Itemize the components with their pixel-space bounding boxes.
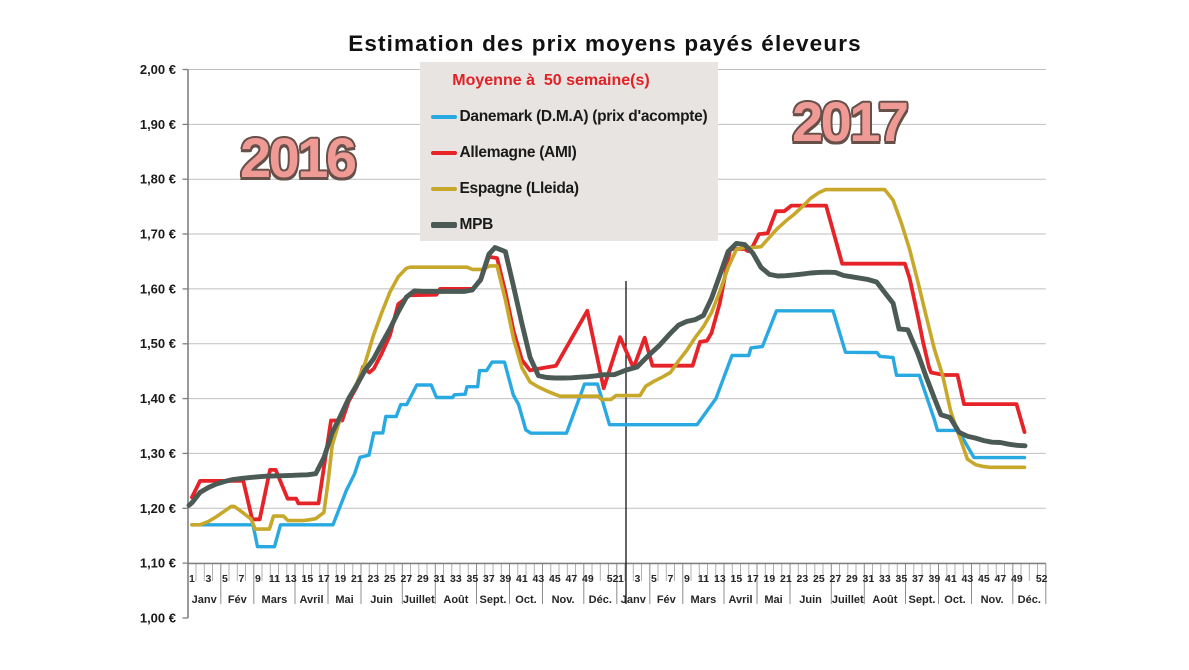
svg-text:52: 52 [1036,573,1048,585]
svg-text:49: 49 [1011,573,1023,585]
svg-text:Fév: Fév [228,594,248,606]
svg-text:35: 35 [467,573,479,585]
svg-text:33: 33 [450,573,462,585]
svg-text:Mars: Mars [262,594,288,606]
svg-text:13: 13 [285,573,297,585]
svg-text:19: 19 [764,573,776,585]
svg-text:45: 45 [978,573,990,585]
svg-text:Sept.: Sept. [909,594,936,606]
svg-text:19: 19 [335,573,347,585]
svg-text:Juillet: Juillet [403,594,435,606]
svg-text:47: 47 [566,573,578,585]
svg-text:Avril: Avril [728,594,752,606]
svg-text:43: 43 [962,573,974,585]
svg-text:21: 21 [780,573,792,585]
svg-text:39: 39 [500,573,512,585]
svg-text:37: 37 [912,573,924,585]
svg-text:Juillet: Juillet [832,594,864,606]
svg-text:3: 3 [634,573,640,585]
svg-text:Mars: Mars [691,594,717,606]
svg-text:31: 31 [434,573,446,585]
svg-text:41: 41 [516,573,528,585]
svg-text:Nov.: Nov. [552,594,575,606]
svg-text:1,70 €: 1,70 € [140,227,176,242]
svg-text:Oct.: Oct. [515,594,536,606]
svg-text:49: 49 [582,573,594,585]
svg-text:7: 7 [667,573,673,585]
svg-text:45: 45 [549,573,561,585]
svg-text:9: 9 [255,573,261,585]
svg-text:37: 37 [483,573,495,585]
svg-text:Août: Août [872,594,897,606]
svg-text:Oct.: Oct. [944,594,965,606]
svg-text:21: 21 [351,573,363,585]
svg-text:41: 41 [945,573,957,585]
svg-text:5: 5 [651,573,657,585]
svg-text:27: 27 [401,573,413,585]
svg-text:Juin: Juin [799,594,822,606]
svg-text:Fév: Fév [657,594,677,606]
svg-text:33: 33 [879,573,891,585]
svg-text:27: 27 [830,573,842,585]
svg-text:Janv: Janv [621,594,647,606]
svg-text:1,80 €: 1,80 € [140,172,176,187]
svg-text:1: 1 [189,573,195,585]
svg-text:39: 39 [929,573,941,585]
svg-text:15: 15 [731,573,743,585]
svg-text:25: 25 [384,573,396,585]
svg-text:52: 52 [607,573,619,585]
svg-text:Déc.: Déc. [589,594,612,606]
svg-text:23: 23 [368,573,380,585]
svg-text:Mai: Mai [335,594,353,606]
svg-text:1,90 €: 1,90 € [140,117,176,132]
svg-text:29: 29 [417,573,429,585]
svg-text:31: 31 [863,573,875,585]
svg-text:29: 29 [846,573,858,585]
svg-text:Août: Août [443,594,468,606]
svg-text:23: 23 [797,573,809,585]
svg-text:43: 43 [533,573,545,585]
svg-text:5: 5 [222,573,228,585]
svg-text:35: 35 [896,573,908,585]
svg-text:11: 11 [269,573,280,585]
svg-text:7: 7 [238,573,244,585]
svg-text:1,40 €: 1,40 € [140,391,176,406]
svg-text:3: 3 [205,573,211,585]
svg-text:1: 1 [618,573,624,585]
svg-text:1,00 €: 1,00 € [140,611,176,626]
svg-text:Nov.: Nov. [981,594,1004,606]
svg-text:11: 11 [698,573,709,585]
svg-text:Avril: Avril [299,594,323,606]
svg-text:47: 47 [995,573,1007,585]
svg-text:Mai: Mai [764,594,782,606]
svg-text:1,30 €: 1,30 € [140,446,176,461]
svg-text:1,20 €: 1,20 € [140,501,176,516]
svg-text:25: 25 [813,573,825,585]
svg-text:1,50 €: 1,50 € [140,336,176,351]
svg-text:Janv: Janv [192,594,218,606]
svg-text:15: 15 [302,573,314,585]
svg-text:13: 13 [714,573,726,585]
svg-text:1,60 €: 1,60 € [140,281,176,296]
svg-text:17: 17 [747,573,759,585]
svg-text:17: 17 [318,573,330,585]
svg-text:Juin: Juin [370,594,393,606]
svg-text:9: 9 [684,573,690,585]
svg-text:1,10 €: 1,10 € [140,556,176,571]
svg-text:2,00 €: 2,00 € [140,62,176,77]
svg-text:Sept.: Sept. [480,594,507,606]
svg-text:Déc.: Déc. [1018,594,1041,606]
